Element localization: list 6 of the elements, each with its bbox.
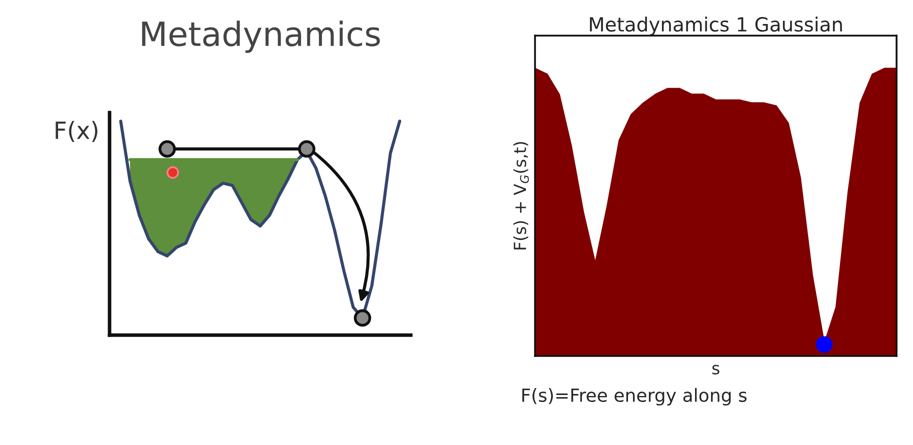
- y-axis-title: F(x): [56, 120, 98, 142]
- text: F(s)=Free energy along s: [522, 388, 747, 406]
- x-axis-title: s: [712, 364, 720, 374]
- y-axis-title: F(s) + V$_{G}$(s,t): [513, 142, 529, 250]
- chart-title: Metadynamics: [142, 20, 380, 53]
- chart-title: Metadynamics 1 Gaussian: [590, 16, 842, 36]
